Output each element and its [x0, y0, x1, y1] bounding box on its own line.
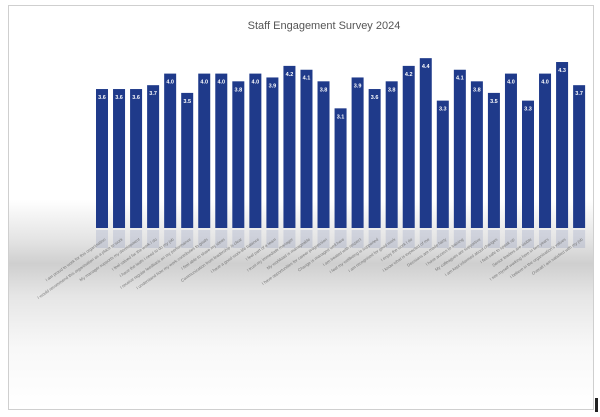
bar [113, 89, 126, 228]
bar [198, 73, 211, 228]
bar [164, 73, 177, 228]
data-label: 4.2 [405, 72, 413, 78]
data-label: 4.0 [166, 80, 174, 86]
bar [130, 89, 143, 228]
bar-reflection [266, 230, 279, 248]
bar [556, 62, 569, 228]
bar-reflection [470, 230, 483, 248]
bar-reflection [164, 230, 177, 248]
bar [300, 69, 313, 229]
bar-reflection [419, 230, 432, 248]
bar [368, 89, 381, 228]
bar-reflection [402, 230, 415, 248]
bar [504, 73, 517, 228]
bar [283, 65, 296, 228]
bar-reflection [147, 230, 160, 248]
data-label: 4.1 [303, 76, 311, 82]
data-label: 4.1 [456, 76, 464, 82]
bar [317, 81, 330, 228]
bar-reflection [181, 230, 194, 248]
bar-reflection [283, 230, 296, 248]
data-label: 3.3 [524, 107, 532, 113]
bar [539, 73, 552, 228]
bar [334, 108, 347, 228]
data-label: 4.3 [558, 68, 566, 74]
bar [487, 92, 500, 229]
data-label: 4.0 [541, 80, 549, 86]
bar-reflection [113, 230, 126, 248]
data-label: 3.6 [115, 95, 123, 101]
bar [249, 73, 262, 228]
bar-reflection [96, 230, 108, 248]
data-label: 3.8 [234, 87, 242, 93]
category-label: I am proud to work for this organisation [44, 236, 107, 282]
bar-reflection [556, 230, 569, 248]
data-label: 3.6 [98, 95, 106, 101]
bar-reflection [317, 230, 330, 248]
bar-reflection [198, 230, 211, 248]
data-label: 3.6 [132, 95, 140, 101]
bar [419, 58, 432, 228]
bar-reflection [539, 230, 552, 248]
bar [436, 100, 449, 228]
bar [573, 85, 586, 229]
bar-reflection [368, 230, 381, 248]
bar [147, 85, 160, 229]
bar-reflection [436, 230, 449, 248]
bar-reflection [334, 230, 347, 248]
bar-reflection [215, 230, 228, 248]
data-label: 3.6 [371, 95, 379, 101]
bar [385, 81, 398, 228]
data-label: 4.2 [286, 72, 294, 78]
data-label: 3.9 [269, 83, 277, 89]
text-cursor [595, 398, 598, 412]
bar-reflection [300, 230, 313, 248]
data-label: 3.8 [388, 87, 396, 93]
bar-reflection [232, 230, 245, 248]
bar-reflection [130, 230, 143, 248]
data-label: 3.7 [149, 91, 157, 97]
data-label: 3.5 [183, 99, 191, 105]
chart-title: Staff Engagement Survey 2024 [247, 20, 401, 32]
bar-reflection [487, 230, 500, 248]
bar [232, 81, 245, 228]
data-label: 3.5 [490, 99, 498, 105]
data-label: 3.8 [320, 87, 328, 93]
data-label: 3.8 [473, 87, 481, 93]
data-label: 3.1 [337, 114, 345, 120]
data-label: 3.9 [354, 83, 362, 89]
bar [402, 65, 415, 228]
bar-reflection [385, 230, 398, 248]
bar [470, 81, 483, 228]
data-label: 3.3 [439, 107, 447, 113]
bar [215, 73, 228, 228]
bar-reflection [504, 230, 517, 248]
bar [351, 77, 364, 229]
data-label: 4.4 [422, 64, 431, 70]
data-label: 4.0 [507, 80, 515, 86]
bar-reflection [249, 230, 262, 248]
bar [96, 89, 108, 228]
bar-reflection [573, 230, 586, 248]
bar [453, 69, 466, 229]
data-label: 3.7 [575, 91, 583, 97]
bar [181, 92, 194, 229]
bar-reflection [522, 230, 534, 248]
bar-reflection [351, 230, 364, 248]
data-label: 4.0 [200, 80, 208, 86]
bar-reflection [453, 230, 466, 248]
bar [522, 100, 534, 228]
data-label: 4.0 [217, 80, 225, 86]
data-label: 4.0 [252, 80, 260, 86]
bar [266, 77, 279, 229]
